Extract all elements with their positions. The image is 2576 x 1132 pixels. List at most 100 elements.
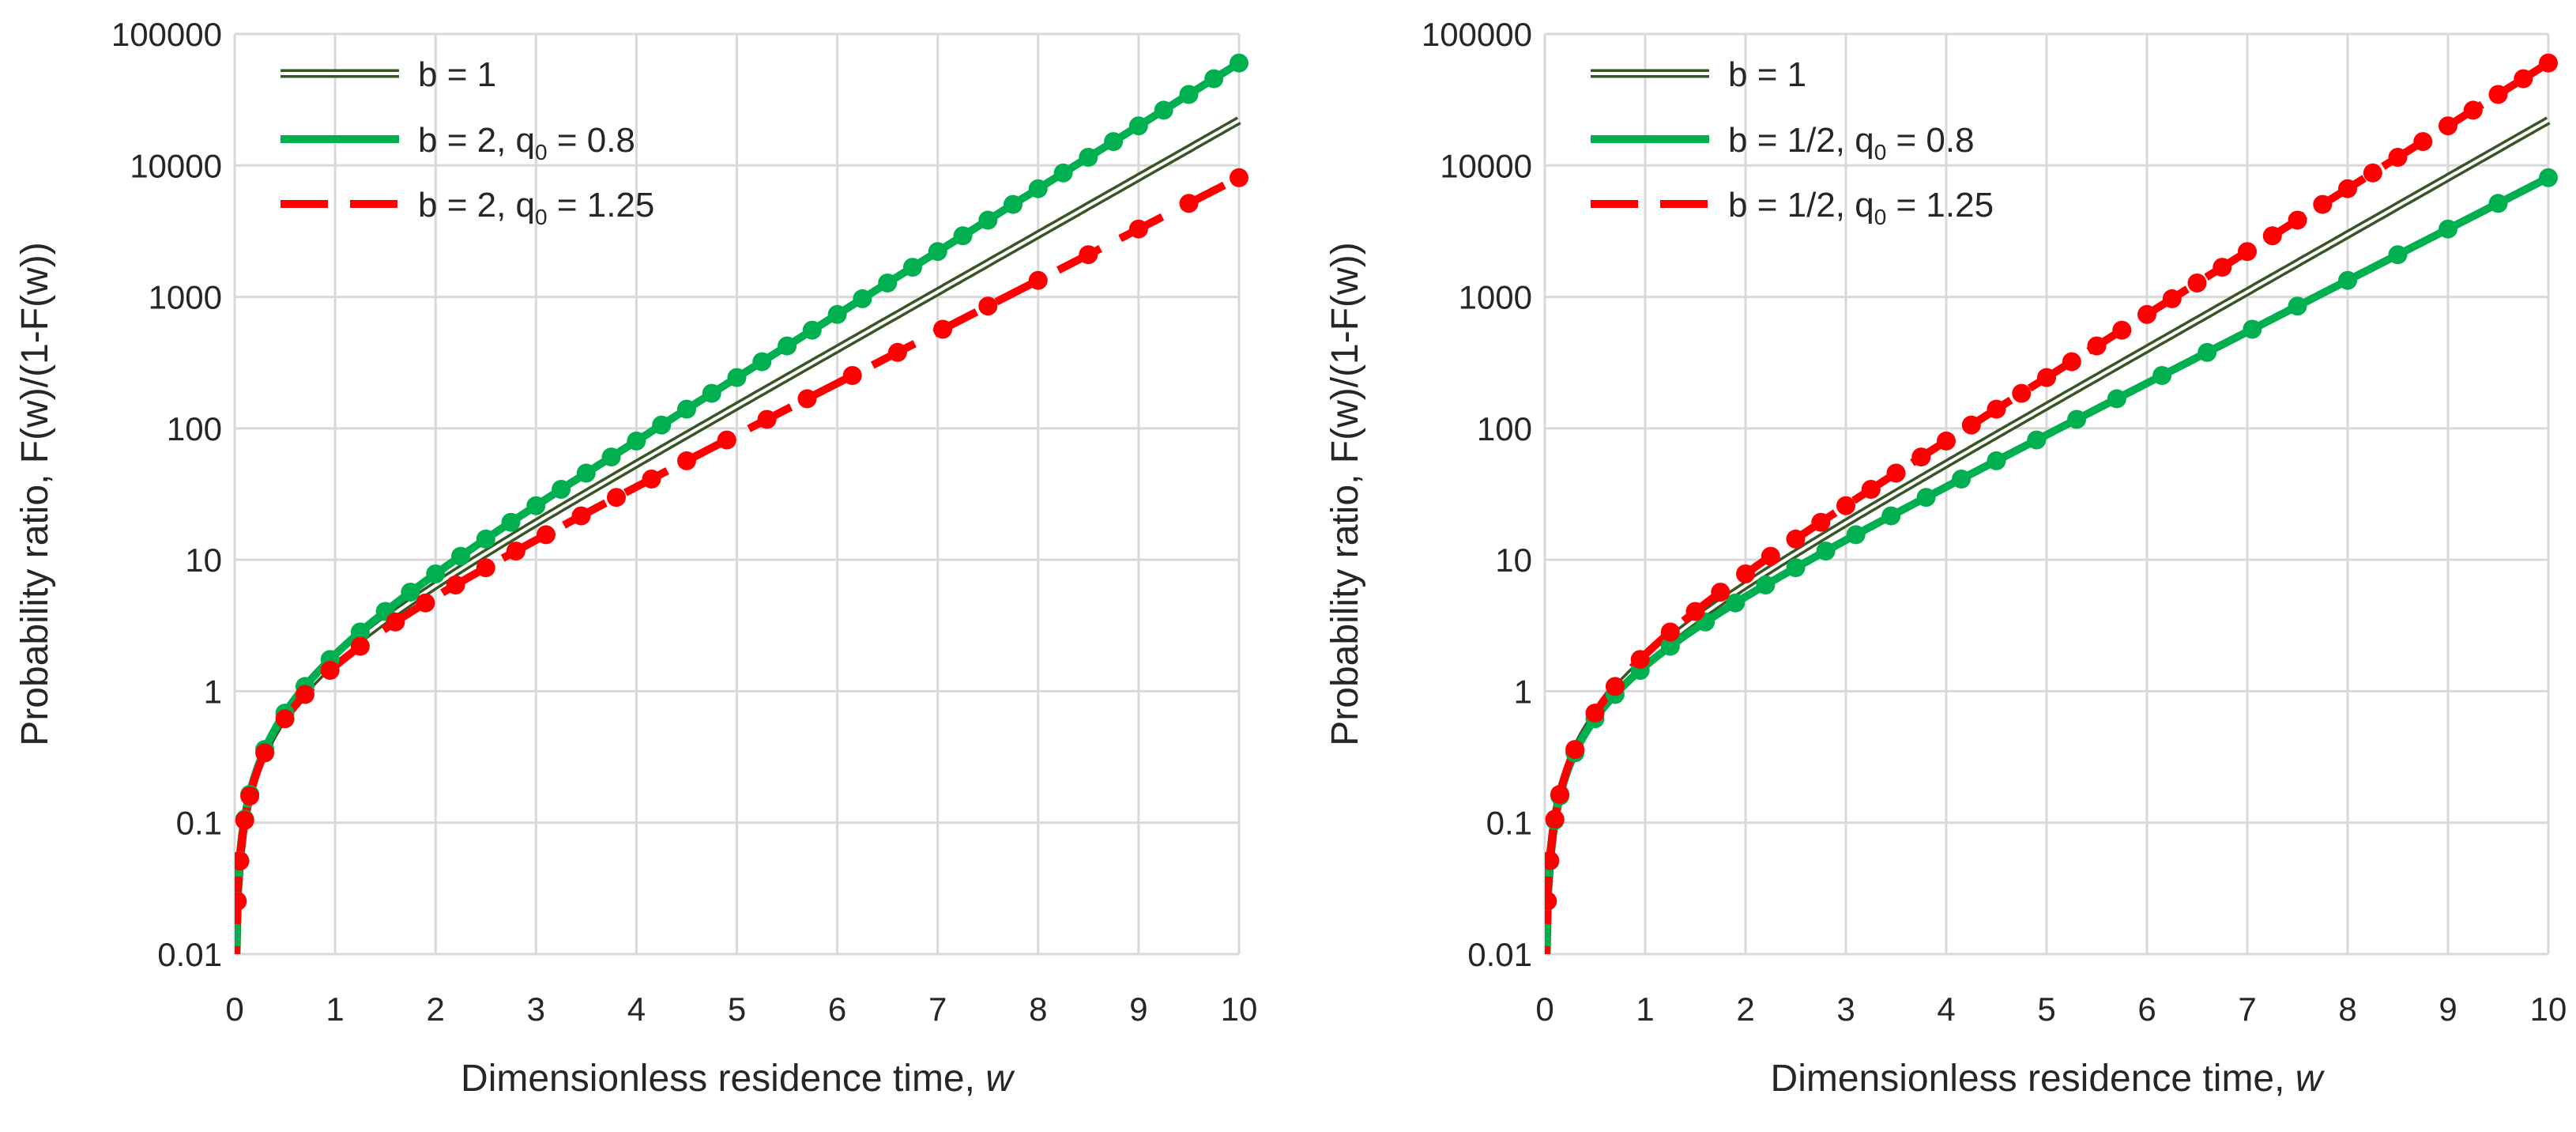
data-point <box>446 575 465 594</box>
data-point <box>350 622 370 642</box>
data-point <box>1550 784 1569 804</box>
y-tick-label: 0.1 <box>176 805 222 842</box>
legend-label: b = 2, q0 = 1.25 <box>418 186 654 229</box>
x-axis-title-variable: w <box>985 1058 1015 1100</box>
legend-label-text: b = 1 <box>418 55 496 94</box>
data-point <box>416 593 435 613</box>
data-point <box>2338 270 2357 290</box>
data-point <box>2198 342 2217 362</box>
x-tick-label: 2 <box>427 990 445 1028</box>
y-tick-label: 100 <box>1477 410 1532 447</box>
x-axis-title: Dimensionless residence time, w <box>461 1058 1015 1100</box>
x-tick-label: 4 <box>1937 990 1955 1028</box>
x-tick-label: 8 <box>2338 990 2356 1028</box>
data-point <box>627 431 646 451</box>
data-point <box>953 226 973 246</box>
data-point <box>933 319 953 339</box>
data-point <box>526 496 546 515</box>
data-point <box>451 546 470 566</box>
data-point <box>1545 809 1565 829</box>
data-point <box>2514 69 2533 89</box>
y-tick-label: 10 <box>185 541 222 579</box>
y-tick-label: 100 <box>167 410 222 447</box>
legend-label-subscript: 0 <box>535 205 548 229</box>
data-point <box>677 451 696 470</box>
x-axis-title-text: Dimensionless residence time, <box>1771 1058 2295 1100</box>
data-point <box>1545 891 1557 911</box>
data-point <box>426 564 446 583</box>
x-axis-title-text: Dimensionless residence time, <box>461 1058 985 1100</box>
data-point <box>2027 430 2047 450</box>
data-point <box>2488 85 2508 104</box>
x-tick-label: 0 <box>225 990 243 1028</box>
data-point <box>1128 219 1148 239</box>
data-point <box>2112 320 2132 340</box>
data-point <box>2539 53 2558 73</box>
y-tick-label: 0.1 <box>1486 805 1532 842</box>
data-point <box>1711 583 1731 602</box>
data-point <box>2439 219 2457 239</box>
data-point <box>2238 242 2257 262</box>
data-point <box>1911 447 1931 467</box>
data-point <box>2187 274 2207 292</box>
data-point <box>1761 546 1780 566</box>
data-point <box>1756 575 1776 594</box>
data-point <box>476 529 495 549</box>
tick-labels: 0 1 2 3 4 5 6 7 8 9 10 0.01 0.1 1 10 100 1000 10000 100000 <box>1422 16 2567 1028</box>
data-point <box>1079 148 1098 167</box>
data-point <box>887 342 907 362</box>
data-point <box>537 525 555 545</box>
data-point <box>1154 100 1173 120</box>
data-point <box>1079 245 1098 265</box>
legend-label-text: b = 2, q <box>418 121 535 160</box>
y-tick-label: 1 <box>1514 673 1532 710</box>
y-tick-label: 10000 <box>130 147 222 184</box>
data-point <box>1028 270 1048 290</box>
y-tick-label: 1 <box>204 673 222 710</box>
data-point <box>978 296 998 316</box>
legend-label-suffix: = 1.25 <box>1886 186 1994 225</box>
data-point <box>1565 740 1585 760</box>
data-point <box>1685 602 1705 621</box>
data-point <box>235 810 254 830</box>
data-point <box>1630 650 1650 670</box>
data-point <box>476 558 495 578</box>
y-tick-label: 0.01 <box>157 936 222 973</box>
data-point <box>571 506 591 526</box>
data-point <box>576 463 596 483</box>
data-point <box>802 320 822 340</box>
data-point <box>1987 399 2006 419</box>
legend-label-subscript: 0 <box>1874 140 1887 164</box>
data-point <box>1846 525 1866 545</box>
data-point <box>2463 100 2483 120</box>
legend: b = 1 b = 2, q 0 = 0.8 b = 2, q0 = 1.25 <box>281 55 654 229</box>
series-markers <box>1545 53 2558 911</box>
data-point <box>642 470 661 489</box>
legend-label: b = 1 <box>418 55 496 94</box>
data-point <box>1811 512 1831 532</box>
legend-label-suffix: = 0.8 <box>1886 121 1974 160</box>
data-point <box>717 430 736 450</box>
data-point <box>2087 336 2107 356</box>
legend-label-suffix: = 1.25 <box>548 186 655 225</box>
data-point <box>1861 480 1881 499</box>
tick-labels: 0 1 2 3 4 5 6 7 8 9 10 0.01 0.1 1 10 100 1000 10000 100000 <box>111 16 1258 1028</box>
data-point <box>1585 704 1605 723</box>
legend: b = 1b = 1/2, q0 = 0.8b = 1/2, q0 = 1.25 <box>1591 55 1994 229</box>
data-point <box>902 258 922 277</box>
data-point <box>1726 593 1746 613</box>
data-point <box>2012 383 2032 403</box>
x-tick-label: 1 <box>326 990 344 1028</box>
legend-label-suffix: = 0.8 <box>548 121 635 160</box>
data-point <box>1816 541 1836 561</box>
data-point <box>1736 564 1755 583</box>
data-point <box>1128 116 1148 136</box>
data-point <box>677 399 696 419</box>
data-point <box>1053 163 1073 183</box>
data-point <box>1605 677 1625 696</box>
data-point <box>1937 431 1956 451</box>
data-point <box>235 892 247 911</box>
data-point <box>1836 496 1855 515</box>
legend-label-text: b = 1/2, q <box>1728 121 1874 160</box>
